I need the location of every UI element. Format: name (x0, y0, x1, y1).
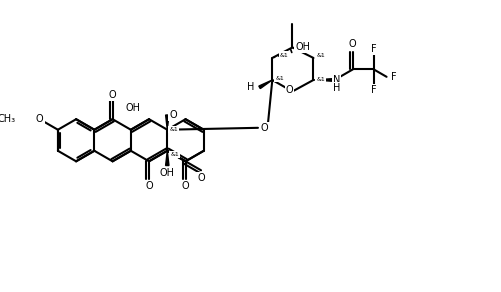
Text: OH: OH (295, 42, 310, 53)
Text: N: N (332, 75, 340, 85)
Text: &1: &1 (316, 53, 325, 58)
Text: O: O (197, 173, 204, 183)
Text: OH: OH (125, 103, 140, 113)
Text: &1: &1 (280, 53, 288, 58)
Text: CH₃: CH₃ (0, 114, 16, 124)
Text: OH: OH (159, 168, 174, 178)
Text: O: O (145, 181, 153, 191)
Text: &1: &1 (170, 152, 178, 157)
Text: F: F (391, 72, 396, 82)
Text: &1: &1 (169, 127, 177, 132)
Polygon shape (165, 151, 169, 166)
Text: &1: &1 (316, 77, 325, 82)
Text: O: O (285, 85, 293, 95)
Polygon shape (165, 115, 169, 130)
Text: O: O (181, 181, 189, 191)
Polygon shape (313, 79, 334, 81)
Text: O: O (109, 90, 116, 100)
Text: O: O (169, 110, 176, 120)
Text: O: O (348, 39, 356, 49)
Text: F: F (370, 85, 376, 95)
Text: H: H (247, 82, 254, 92)
Text: O: O (261, 123, 268, 133)
Polygon shape (259, 80, 272, 88)
Text: OH: OH (159, 168, 174, 178)
Text: &1: &1 (275, 76, 284, 81)
Text: O: O (36, 114, 44, 124)
Text: H: H (332, 83, 340, 93)
Text: F: F (370, 44, 376, 54)
